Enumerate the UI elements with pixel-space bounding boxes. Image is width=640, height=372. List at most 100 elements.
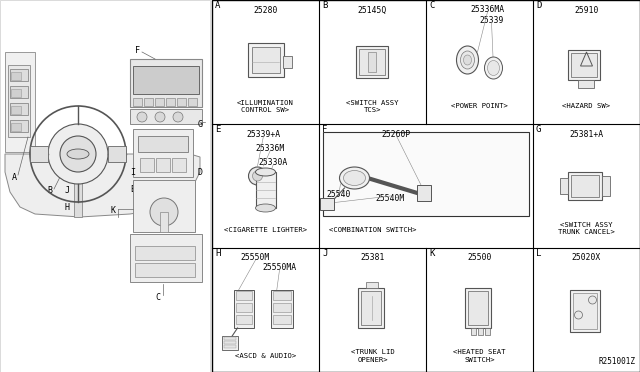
Bar xyxy=(74,157,82,217)
Text: G: G xyxy=(198,119,202,128)
Ellipse shape xyxy=(255,168,275,176)
Text: J: J xyxy=(65,186,70,195)
Bar xyxy=(144,98,153,106)
Bar xyxy=(0,0,210,372)
Bar xyxy=(369,52,376,72)
Ellipse shape xyxy=(67,149,89,159)
Text: E: E xyxy=(215,125,220,134)
Polygon shape xyxy=(5,154,200,217)
Circle shape xyxy=(155,112,165,122)
Text: K: K xyxy=(111,205,115,215)
Bar xyxy=(10,69,28,81)
Bar xyxy=(572,175,600,197)
Bar xyxy=(130,234,202,282)
Text: 25339: 25339 xyxy=(479,16,504,25)
Ellipse shape xyxy=(255,204,275,212)
Text: 25381: 25381 xyxy=(360,253,385,263)
Bar xyxy=(135,246,195,260)
Text: B: B xyxy=(47,186,52,195)
Bar xyxy=(156,158,170,172)
Text: <HEATED SEAT
SWITCH>: <HEATED SEAT SWITCH> xyxy=(453,350,506,362)
Text: A: A xyxy=(215,1,220,10)
Text: 25020X: 25020X xyxy=(572,253,601,263)
Bar xyxy=(360,49,385,75)
Bar xyxy=(271,290,294,328)
Ellipse shape xyxy=(344,170,365,186)
Bar xyxy=(356,46,388,78)
Bar xyxy=(133,180,195,232)
Ellipse shape xyxy=(461,51,474,69)
Text: F: F xyxy=(136,45,141,55)
Bar xyxy=(472,328,477,335)
Ellipse shape xyxy=(463,55,472,65)
Bar xyxy=(5,52,35,152)
Text: 25336M: 25336M xyxy=(256,144,285,153)
Bar xyxy=(248,43,284,77)
Bar xyxy=(10,86,28,98)
Bar xyxy=(155,98,164,106)
Text: L: L xyxy=(536,249,541,258)
Bar xyxy=(236,315,252,324)
Bar xyxy=(130,109,202,124)
Text: L: L xyxy=(141,148,145,157)
Text: C: C xyxy=(429,1,435,10)
Text: D: D xyxy=(198,167,202,176)
Bar xyxy=(172,158,186,172)
Text: A: A xyxy=(12,173,17,182)
Text: B: B xyxy=(322,1,328,10)
Bar xyxy=(602,176,611,196)
Bar xyxy=(284,56,292,68)
Bar xyxy=(234,290,253,328)
Text: 25145Q: 25145Q xyxy=(358,6,387,15)
Text: H: H xyxy=(215,249,220,258)
Bar xyxy=(11,106,21,114)
Bar xyxy=(362,291,381,325)
Text: H: H xyxy=(65,202,70,212)
Bar xyxy=(255,172,275,208)
Bar xyxy=(486,328,490,335)
Text: <SWITCH ASSY
TCS>: <SWITCH ASSY TCS> xyxy=(346,99,399,112)
Bar xyxy=(572,53,598,77)
Text: <COMBINATION SWITCH>: <COMBINATION SWITCH> xyxy=(329,227,416,233)
Bar xyxy=(479,328,483,335)
Bar xyxy=(236,303,252,312)
Ellipse shape xyxy=(488,61,499,76)
Bar xyxy=(323,132,529,216)
Bar xyxy=(133,129,193,177)
Bar xyxy=(579,80,595,88)
Bar xyxy=(221,336,237,350)
Bar xyxy=(358,288,385,328)
Text: G: G xyxy=(536,125,541,134)
Circle shape xyxy=(253,171,262,181)
Text: 25336MA: 25336MA xyxy=(470,4,504,13)
Bar xyxy=(573,293,598,329)
Text: 25910: 25910 xyxy=(574,6,598,15)
Bar xyxy=(568,50,600,80)
Text: 25550MA: 25550MA xyxy=(262,263,296,273)
Bar xyxy=(568,172,602,200)
Bar xyxy=(465,288,492,328)
Circle shape xyxy=(248,167,266,185)
Text: 25540: 25540 xyxy=(326,189,351,199)
Bar xyxy=(561,178,568,194)
Bar xyxy=(223,337,236,340)
Bar xyxy=(138,136,188,152)
Bar xyxy=(10,120,28,132)
Bar xyxy=(252,47,280,73)
Circle shape xyxy=(150,198,178,226)
Bar xyxy=(570,290,600,332)
Bar xyxy=(273,291,291,300)
Circle shape xyxy=(60,136,96,172)
Text: 25381+A: 25381+A xyxy=(570,129,604,138)
Text: <SWITCH ASSY
TRUNK CANCEL>: <SWITCH ASSY TRUNK CANCEL> xyxy=(558,221,615,234)
Bar xyxy=(11,72,21,80)
Ellipse shape xyxy=(339,167,369,189)
Text: <HAZARD SW>: <HAZARD SW> xyxy=(563,103,611,109)
Text: <ILLUMINATION
CONTROL SW>: <ILLUMINATION CONTROL SW> xyxy=(237,99,294,112)
Circle shape xyxy=(589,296,596,304)
Bar xyxy=(223,341,236,344)
Text: 25280: 25280 xyxy=(253,6,278,15)
Text: K: K xyxy=(429,249,435,258)
Bar xyxy=(223,345,236,348)
Text: J: J xyxy=(322,249,328,258)
